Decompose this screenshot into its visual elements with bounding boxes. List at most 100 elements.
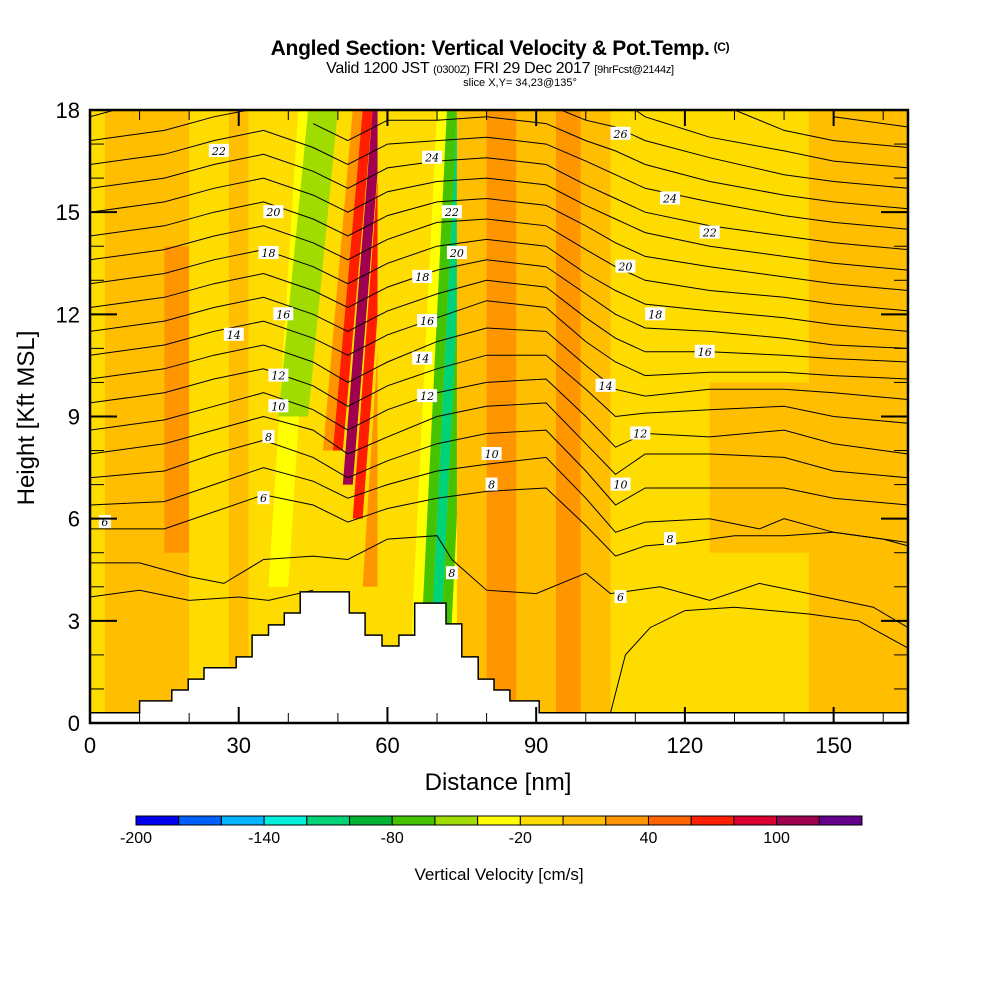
theta-contour-line — [90, 535, 908, 629]
contour-label: 16 — [694, 344, 715, 359]
theta-contour-line — [90, 589, 314, 601]
velocity-band — [456, 110, 487, 723]
y-tick-label: 9 — [68, 405, 80, 430]
contour-label: 14 — [412, 351, 433, 366]
theta-contour-line — [734, 110, 908, 148]
colorbar-segment — [391, 815, 436, 826]
contour-label-text: 18 — [648, 308, 662, 321]
theta-contour-line — [90, 110, 249, 142]
theta-contour-line — [90, 177, 908, 271]
contour-label-bg — [614, 590, 627, 603]
theta-contour-line — [90, 238, 908, 332]
colorbar-segment — [220, 815, 265, 826]
contour-label: 20 — [263, 205, 284, 219]
contour-label-text: 16 — [698, 346, 712, 359]
velocity-band — [278, 110, 338, 417]
contour-label-text: 8 — [448, 567, 455, 580]
contour-label: 8 — [262, 429, 275, 444]
colorbar-title: Vertical Velocity [cm/s] — [414, 865, 583, 884]
contour-label-text: 18 — [262, 247, 276, 260]
y-tick-label: 12 — [56, 302, 80, 327]
x-axis-title: Distance [nm] — [425, 769, 572, 796]
velocity-field — [90, 110, 908, 723]
colorbar-segment — [263, 815, 308, 826]
colorbar-segment — [306, 815, 351, 826]
colorbar-segment — [349, 815, 393, 826]
contour-label-text: 20 — [449, 247, 464, 260]
contour-label: 18 — [258, 246, 279, 260]
valid-date: FRI 29 Dec 2017 — [473, 60, 591, 77]
contour-label: 8 — [445, 566, 458, 580]
terrain — [90, 591, 908, 723]
contour-label-bg — [412, 269, 433, 283]
contour-label-bg — [660, 191, 680, 205]
valid-time-local: Valid 1200 JST — [326, 60, 430, 77]
contour-label-text: 16 — [276, 308, 290, 321]
x-tick-label: 90 — [524, 733, 548, 758]
contour-label-text: 22 — [444, 206, 459, 219]
theta-contour-line — [90, 354, 908, 424]
theta-contour-line — [90, 259, 908, 349]
contour-label: 6 — [98, 515, 111, 529]
contour-label-text: 24 — [424, 152, 439, 165]
contour-label-text: 22 — [702, 227, 717, 240]
velocity-band — [516, 110, 557, 723]
theta-contours — [90, 110, 908, 713]
terrain-fill — [90, 591, 908, 723]
y-tick-label: 15 — [56, 200, 80, 225]
theta-contour-line — [560, 110, 908, 189]
contour-label-bg — [422, 150, 443, 164]
colorbar-segment — [562, 815, 607, 826]
theta-contour-line — [90, 129, 908, 230]
contour-label-bg — [441, 205, 462, 219]
contour-label: 8 — [664, 532, 676, 546]
contour-label-text: 14 — [415, 353, 429, 366]
theta-contour-line — [90, 279, 908, 363]
contour-label-text: 14 — [599, 380, 613, 393]
contour-label-text: 10 — [614, 479, 628, 492]
contour-label-bg — [257, 491, 270, 505]
chart-subtitle: Valid 1200 JST (0300Z) FRI 29 Dec 2017 [… — [0, 60, 1000, 78]
theta-contour-line — [90, 218, 908, 312]
contour-label: 22 — [699, 225, 720, 240]
contour-label-text: 20 — [617, 261, 632, 274]
contour-label: 26 — [610, 126, 631, 141]
contour-label-bg — [417, 314, 438, 328]
theta-contour-line — [610, 606, 908, 713]
theta-contour-line — [90, 402, 908, 479]
x-tick-label: 150 — [815, 733, 852, 758]
contour-label: 6 — [614, 590, 627, 604]
colorbar-segment — [434, 815, 479, 826]
velocity-band — [709, 382, 809, 553]
contour-label-bg — [645, 307, 666, 321]
x-tick-label: 60 — [375, 733, 399, 758]
contour-label: 12 — [417, 389, 438, 403]
theta-contour-line — [90, 456, 908, 543]
colorbar-tick-label: 40 — [640, 830, 658, 847]
contour-label-text: 8 — [488, 479, 495, 492]
terrain-outline — [90, 591, 908, 714]
velocity-band — [407, 110, 447, 723]
theta-contour-line — [90, 153, 908, 251]
velocity-band — [248, 110, 269, 723]
contour-label-bg — [262, 429, 275, 443]
theta-contour-line — [90, 429, 908, 506]
colorbar-segment — [605, 815, 649, 826]
contour-label-bg — [258, 246, 279, 259]
colorbar-tick-label: -20 — [509, 830, 532, 847]
contour-label: 12 — [268, 368, 289, 383]
contour-label-bg — [412, 351, 433, 365]
theta-contour-line — [833, 116, 908, 128]
y-tick-label: 0 — [68, 711, 80, 736]
theta-contour-line — [90, 197, 908, 291]
contour-label: 18 — [412, 269, 433, 284]
contour-label-text: 8 — [667, 533, 674, 546]
contour-label-bg — [268, 399, 289, 413]
contour-label: 6 — [257, 491, 270, 505]
contour-label-text: 10 — [485, 448, 499, 461]
contour-label: 14 — [223, 327, 244, 342]
contour-label-text: 26 — [613, 128, 628, 141]
contour-label: 8 — [485, 477, 498, 492]
contour-label-bg — [263, 205, 284, 219]
